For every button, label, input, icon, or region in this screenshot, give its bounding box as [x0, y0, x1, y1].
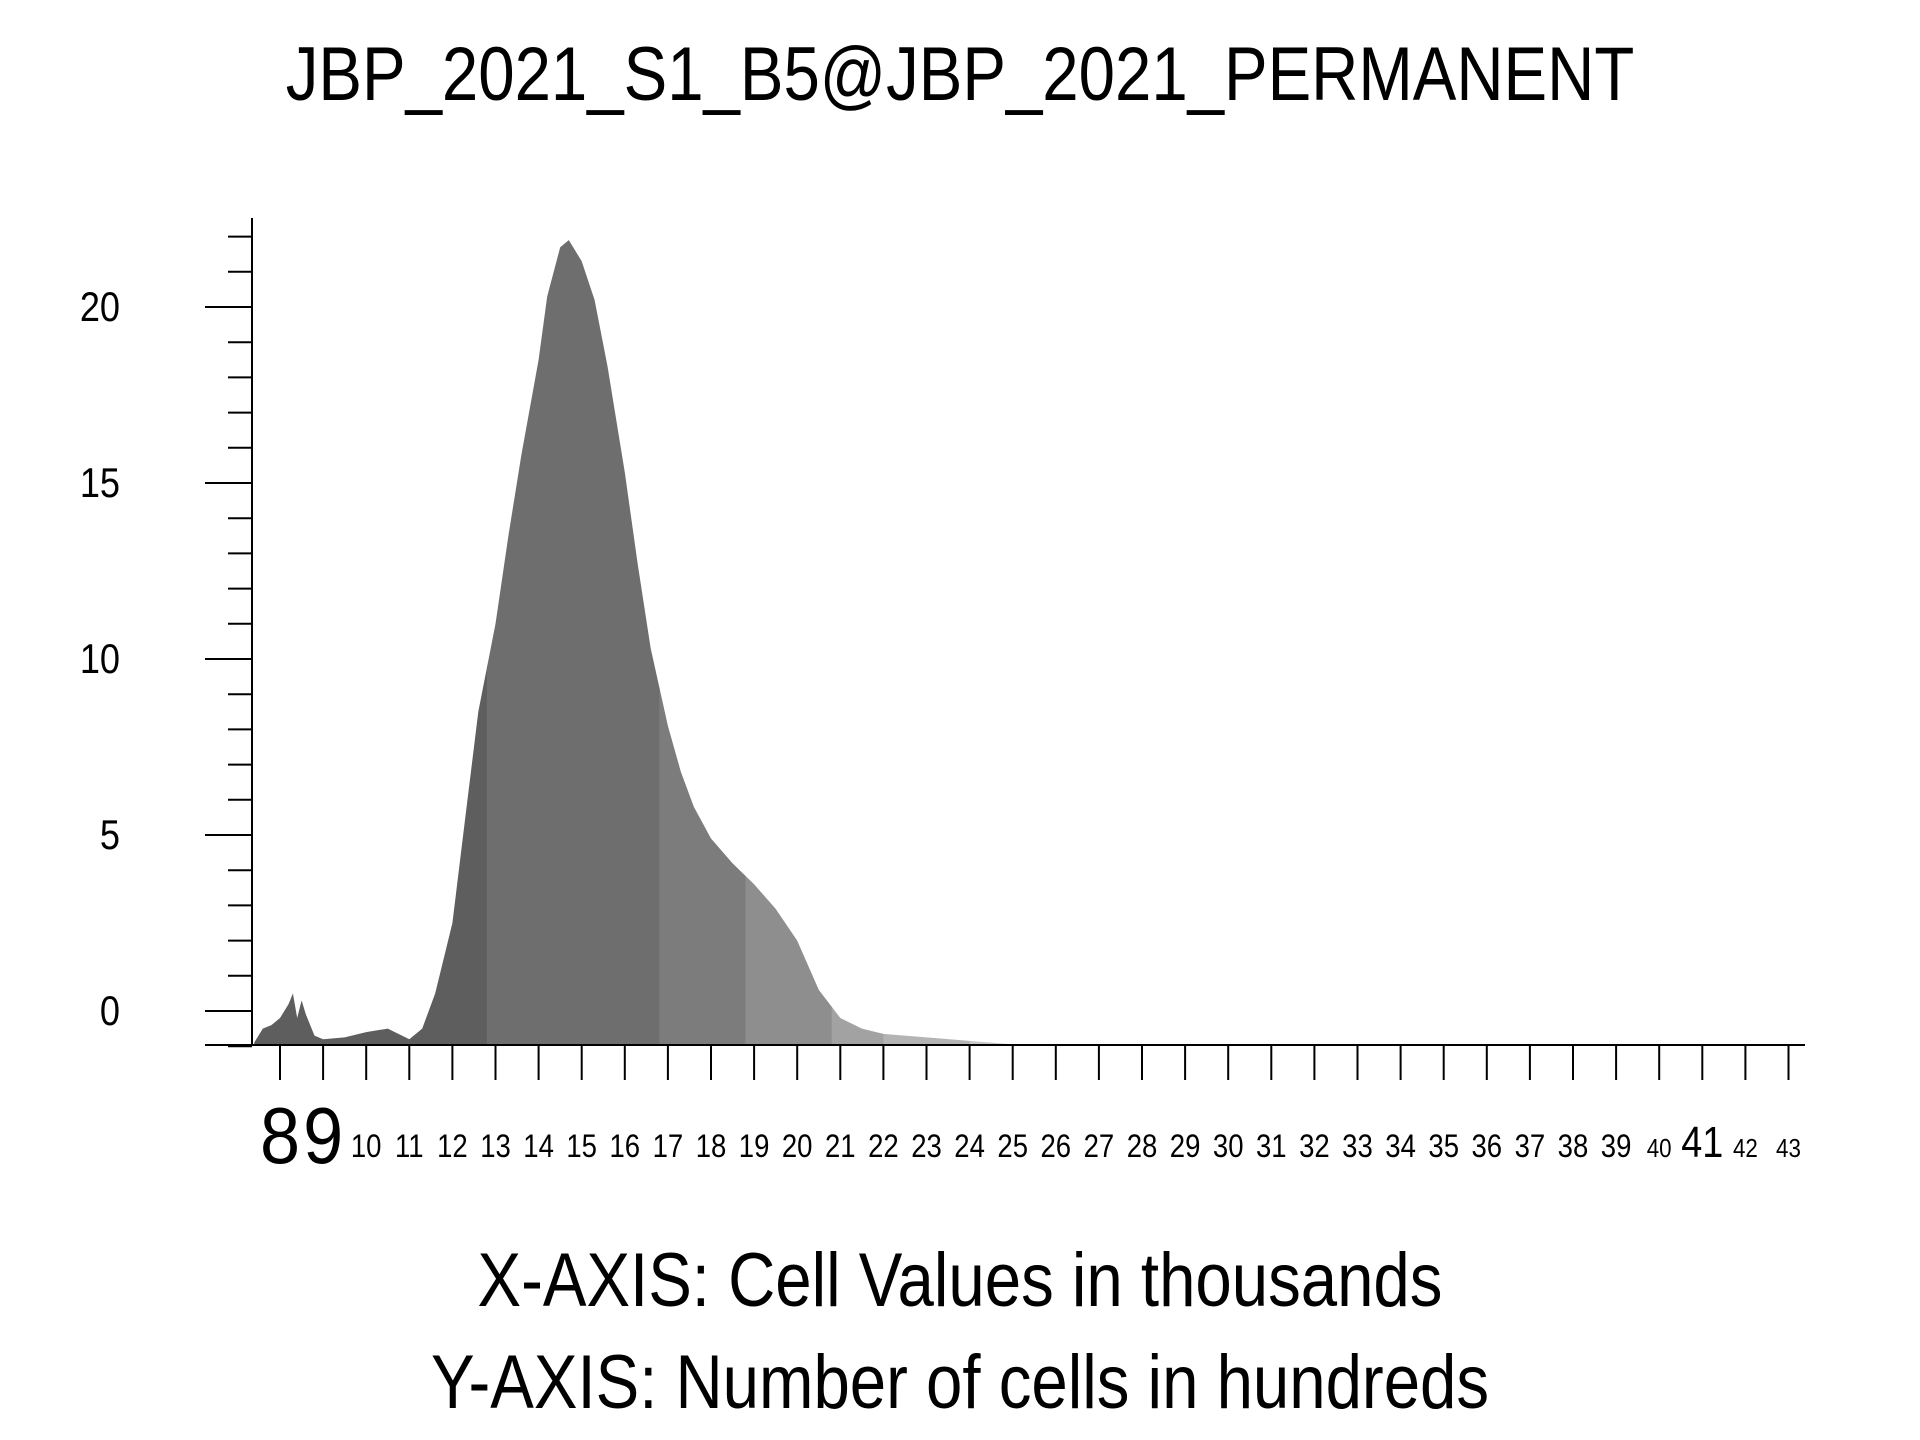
- x-tick-label: 22: [868, 1129, 899, 1164]
- x-tick-label: 24: [954, 1129, 985, 1164]
- x-tick-label: 39: [1601, 1129, 1632, 1164]
- x-tick-label: 25: [997, 1129, 1028, 1164]
- x-tick-label: 21: [825, 1129, 856, 1164]
- y-tick-label: 20: [80, 285, 120, 331]
- x-tick-label: 10: [351, 1129, 382, 1164]
- x-tick-label: 43: [1776, 1134, 1801, 1163]
- x-tick-label: 33: [1342, 1129, 1373, 1164]
- histogram-band-0: [254, 150, 487, 1045]
- histogram-band-1: [487, 150, 660, 1045]
- x-tick-label: 11: [395, 1129, 424, 1164]
- x-tick-label: 12: [437, 1129, 468, 1164]
- x-tick-label: 27: [1084, 1129, 1115, 1164]
- histogram-band-5: [883, 150, 970, 1045]
- x-tick-label: 30: [1213, 1129, 1244, 1164]
- histogram-band-6: [970, 150, 1802, 1045]
- histogram-band-4: [832, 150, 884, 1045]
- x-tick-label: 41: [1681, 1117, 1723, 1166]
- x-tick-label: 15: [566, 1129, 597, 1164]
- x-tick-label: 8: [260, 1092, 300, 1181]
- histogram-area: [254, 150, 1802, 1045]
- x-tick-label: 36: [1471, 1129, 1502, 1164]
- y-axis: 0 5 10 15 20: [80, 218, 1805, 1046]
- x-tick-label: 20: [782, 1129, 813, 1164]
- y-tick-label: 15: [80, 461, 120, 507]
- x-tick-label: 26: [1040, 1129, 1071, 1164]
- x-tick-label: 18: [696, 1129, 727, 1164]
- histogram-band-3: [745, 150, 832, 1045]
- x-tick-label: 32: [1299, 1129, 1330, 1164]
- x-tick-label: 14: [523, 1129, 554, 1164]
- x-tick-label: 34: [1385, 1129, 1416, 1164]
- x-tick-label: 35: [1428, 1129, 1459, 1164]
- x-tick-label: 42: [1733, 1134, 1758, 1163]
- x-tick-label: 23: [911, 1129, 942, 1164]
- y-tick-label: 5: [100, 813, 120, 859]
- x-axis: 8 9 10 11 12 13 14 15 16 17 18 19 20 21 22 23 24 25 26 27 28…: [260, 1045, 1801, 1181]
- x-tick-label: 17: [653, 1129, 684, 1164]
- x-tick-label: 19: [739, 1129, 770, 1164]
- x-tick-label: 37: [1515, 1129, 1546, 1164]
- x-tick-label: 16: [609, 1129, 640, 1164]
- x-tick-label: 9: [303, 1092, 343, 1181]
- x-tick-label: 13: [480, 1129, 511, 1164]
- x-tick-label: 31: [1256, 1129, 1287, 1164]
- y-axis-label: Y-AXIS: Number of cells in hundreds: [431, 1340, 1489, 1425]
- x-tick-label: 40: [1647, 1134, 1672, 1163]
- x-tick-label: 38: [1558, 1129, 1589, 1164]
- x-tick-label: 29: [1170, 1129, 1201, 1164]
- x-tick-label: 28: [1127, 1129, 1158, 1164]
- histogram-band-2: [659, 150, 746, 1045]
- x-axis-label: X-AXIS: Cell Values in thousands: [478, 1238, 1443, 1323]
- y-tick-label: 10: [80, 637, 120, 683]
- chart-title: JBP_2021_S1_B5@JBP_2021_PERMANENT: [286, 32, 1634, 117]
- y-tick-label: 0: [100, 989, 120, 1035]
